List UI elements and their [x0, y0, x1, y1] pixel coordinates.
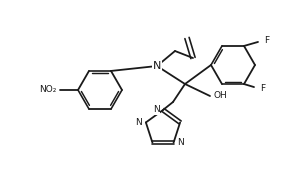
Text: N: N — [177, 138, 184, 147]
Text: F: F — [264, 37, 269, 45]
Text: N: N — [153, 105, 159, 115]
Text: N: N — [153, 61, 161, 71]
Text: F: F — [260, 83, 265, 93]
Text: OH: OH — [214, 91, 228, 101]
Text: NO₂: NO₂ — [39, 86, 57, 94]
Text: N: N — [136, 118, 142, 127]
